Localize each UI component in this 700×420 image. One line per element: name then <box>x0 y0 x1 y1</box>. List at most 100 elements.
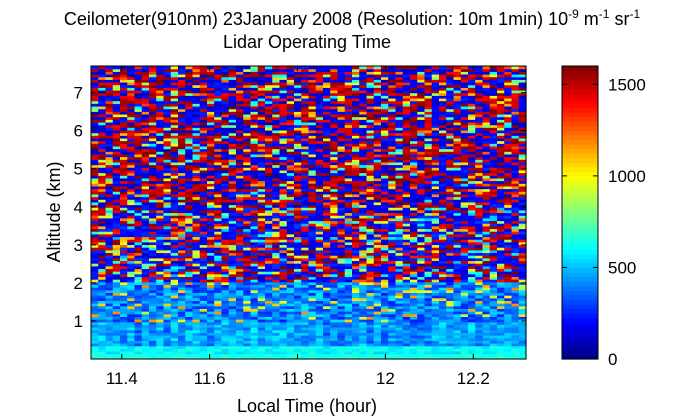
heatmap-cell <box>98 79 107 83</box>
heatmap-cell <box>178 199 186 203</box>
heatmap-cell <box>279 71 288 75</box>
heatmap-cell <box>91 295 99 299</box>
heatmap-cell <box>257 183 266 187</box>
heatmap-cell <box>308 73 317 78</box>
heatmap-cell <box>199 113 208 118</box>
heatmap-cell <box>207 223 215 227</box>
heatmap-cell <box>228 319 237 323</box>
heatmap-cell <box>221 287 230 291</box>
heatmap-cell <box>250 76 259 80</box>
heatmap-cell <box>330 329 339 333</box>
heatmap-cell <box>105 217 114 222</box>
heatmap-cell <box>366 209 375 214</box>
heatmap-cell <box>308 143 317 147</box>
heatmap-cell <box>199 116 208 120</box>
heatmap-cell <box>243 260 252 264</box>
heatmap-cell <box>236 132 244 136</box>
heatmap-cell <box>279 68 288 72</box>
heatmap-cell <box>120 95 128 99</box>
heatmap-cell <box>141 97 150 102</box>
heatmap-cell <box>163 327 172 331</box>
heatmap-cell <box>105 175 114 179</box>
heatmap-cell <box>373 265 382 270</box>
heatmap-cell <box>91 92 99 96</box>
heatmap-cell <box>272 89 281 94</box>
heatmap-cell <box>257 241 266 246</box>
heatmap-cell <box>381 164 389 168</box>
heatmap-cell <box>192 185 201 190</box>
heatmap-cell <box>308 84 317 88</box>
heatmap-cell <box>156 348 165 352</box>
heatmap-cell <box>257 281 266 286</box>
heatmap-cell <box>272 343 281 347</box>
heatmap-cell <box>279 217 288 222</box>
heatmap-cell <box>337 100 346 104</box>
heatmap-cell <box>330 145 339 150</box>
heatmap-cell <box>163 228 172 232</box>
heatmap-cell <box>228 276 237 280</box>
heatmap-cell <box>207 92 215 96</box>
heatmap-cell <box>120 329 128 333</box>
heatmap-cell <box>156 89 165 94</box>
heatmap-cell <box>134 116 143 120</box>
heatmap-cell <box>91 305 99 309</box>
heatmap-cell <box>344 228 353 232</box>
heatmap-cell <box>112 151 121 155</box>
heatmap-cell <box>134 321 143 325</box>
heatmap-cell <box>272 319 281 323</box>
heatmap-cell <box>91 313 99 317</box>
heatmap-cell <box>163 68 172 72</box>
heatmap-cell <box>272 113 281 118</box>
heatmap-cell <box>149 95 157 99</box>
heatmap-cell <box>185 324 194 328</box>
heatmap-cell <box>352 121 360 126</box>
heatmap-cell <box>344 321 353 325</box>
heatmap-cell <box>352 81 360 86</box>
heatmap-cell <box>243 271 252 275</box>
heatmap-cell <box>388 209 397 214</box>
heatmap-cell <box>294 281 302 286</box>
heatmap-cell <box>127 108 136 112</box>
heatmap-cell <box>243 148 252 152</box>
heatmap-cell <box>388 156 397 160</box>
heatmap-cell <box>185 169 194 174</box>
heatmap-cell <box>323 81 331 86</box>
heatmap-cell <box>185 247 194 251</box>
heatmap-cell <box>373 228 382 232</box>
heatmap-cell <box>417 265 426 270</box>
heatmap-cell <box>359 116 368 120</box>
heatmap-cell <box>236 324 244 328</box>
heatmap-cell <box>156 167 165 171</box>
heatmap-cell <box>308 292 317 296</box>
heatmap-cell <box>265 135 273 139</box>
heatmap-cell <box>134 188 143 192</box>
heatmap-cell <box>120 231 128 235</box>
heatmap-cell <box>257 209 266 214</box>
heatmap-cell <box>120 183 128 187</box>
heatmap-cell <box>388 337 397 341</box>
heatmap-cell <box>308 228 317 232</box>
heatmap-cell <box>344 143 353 147</box>
heatmap-cell <box>352 316 360 320</box>
heatmap-cell <box>170 239 179 243</box>
heatmap-cell <box>410 311 418 315</box>
heatmap-cell <box>257 308 266 312</box>
heatmap-cell <box>228 225 237 230</box>
heatmap-cell <box>214 145 223 150</box>
heatmap-cell <box>236 199 244 203</box>
heatmap-cell <box>112 111 121 115</box>
heatmap-cell <box>221 263 230 267</box>
heatmap-cell <box>417 335 426 339</box>
heatmap-cell <box>236 137 244 142</box>
heatmap-cell <box>91 265 99 270</box>
heatmap-cell <box>265 159 273 163</box>
heatmap-cell <box>214 132 223 136</box>
heatmap-cell <box>192 167 201 171</box>
heatmap-cell <box>250 292 259 296</box>
heatmap-cell <box>236 236 244 240</box>
heatmap-cell <box>149 303 157 307</box>
heatmap-cell <box>112 193 121 198</box>
heatmap-cell <box>156 345 165 349</box>
heatmap-cell <box>134 119 143 123</box>
heatmap-cell <box>250 273 259 278</box>
